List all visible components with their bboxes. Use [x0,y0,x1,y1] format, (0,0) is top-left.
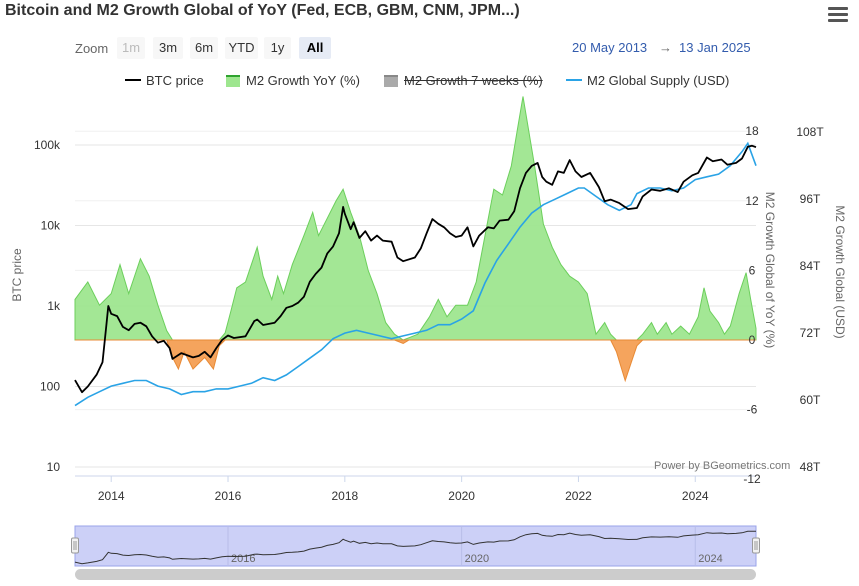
m2-supply-line [74,141,757,407]
m2-yoy-positive-area [74,96,757,341]
m2-supply-axis-tick-label: 108T [796,125,824,139]
hamburger-menu-icon[interactable] [826,4,850,26]
navigator-btc-line [74,530,757,565]
navigator-right-handle[interactable] [752,537,760,554]
btc-axis-tick-label: 10k [41,219,61,233]
range-arrow-icon: → [659,40,672,55]
zoom-button-all[interactable]: All [299,37,331,59]
m2-yoy-negative-area [75,339,756,383]
x-tick-label: 2024 [682,489,709,503]
m2-yoy-axis-tick-label: 6 [749,263,756,277]
m2-yoy-axis-tick-label: 12 [745,194,759,208]
m2-supply-axis-tick-label: 48T [800,460,821,474]
range-to[interactable]: 13 Jan 2025 [679,40,751,55]
legend-item-1[interactable]: BTC price [125,72,204,88]
m2-yoy-axis-title: M2 Growth Global of YoY (%) [763,192,777,349]
line-swatch-icon [566,72,582,88]
navigator-tick-label: 2020 [465,553,489,565]
area-swatch-icon [383,72,399,88]
line-swatch-icon [125,72,141,88]
m2-yoy-axis-tick-label: -6 [747,403,758,417]
m2-yoy-axis-tick-label: -12 [743,472,761,486]
x-tick-label: 2020 [448,489,475,503]
x-tick-label: 2016 [215,489,242,503]
btc-axis-title: BTC price [10,248,24,302]
legend-label: BTC price [146,72,204,88]
legend-item-2[interactable]: M2 Growth YoY (%) [225,72,360,88]
area-swatch-icon [225,72,241,88]
x-tick-label: 2018 [331,489,358,503]
legend-item-3[interactable]: M2 Growth 7 weeks (%) [383,72,543,88]
m2-supply-axis-tick-label: 60T [800,393,821,407]
btc-axis-tick-label: 100 [40,380,60,394]
m2-supply-axis-title: M2 Growth Global (USD) [833,205,847,338]
btc-axis-tick-label: 10 [47,460,61,474]
btc-price-line [74,144,757,394]
zoom-button-3m[interactable]: 3m [153,37,183,59]
range-from[interactable]: 20 May 2013 [572,40,648,55]
zoom-button-1m[interactable]: 1m [117,37,145,59]
zoom-button-6m[interactable]: 6m [190,37,218,59]
legend-item-4[interactable]: M2 Global Supply (USD) [566,72,729,88]
btc-axis-tick-label: 1k [47,299,61,313]
legend-label: M2 Growth YoY (%) [246,72,360,88]
m2-supply-axis-tick-label: 96T [800,192,821,206]
zoom-button-ytd[interactable]: YTD [225,37,258,59]
btc-axis-tick-label: 100k [34,138,61,152]
m2-yoy-axis-tick-label: 18 [745,124,759,138]
navigator-tick-label: 2024 [698,553,722,565]
legend-label: M2 Global Supply (USD) [587,72,730,88]
zoom-button-1y[interactable]: 1y [264,37,291,59]
m2-supply-axis-tick-label: 84T [800,259,821,273]
zoom-label: Zoom [75,41,109,56]
chart-title: Bitcoin and M2 Growth Global of YoY (Fed… [5,2,520,19]
x-tick-label: 2014 [98,489,125,503]
m2-yoy-axis-tick-label: 0 [749,333,756,347]
x-tick-label: 2022 [565,489,592,503]
m2-supply-axis-tick-label: 72T [800,326,821,340]
navigator-left-handle[interactable] [71,537,79,554]
credit[interactable]: Power by BGeometrics.com [654,460,791,472]
legend-label: M2 Growth 7 weeks (%) [404,72,543,88]
navigator-scrollbar[interactable] [75,569,756,580]
